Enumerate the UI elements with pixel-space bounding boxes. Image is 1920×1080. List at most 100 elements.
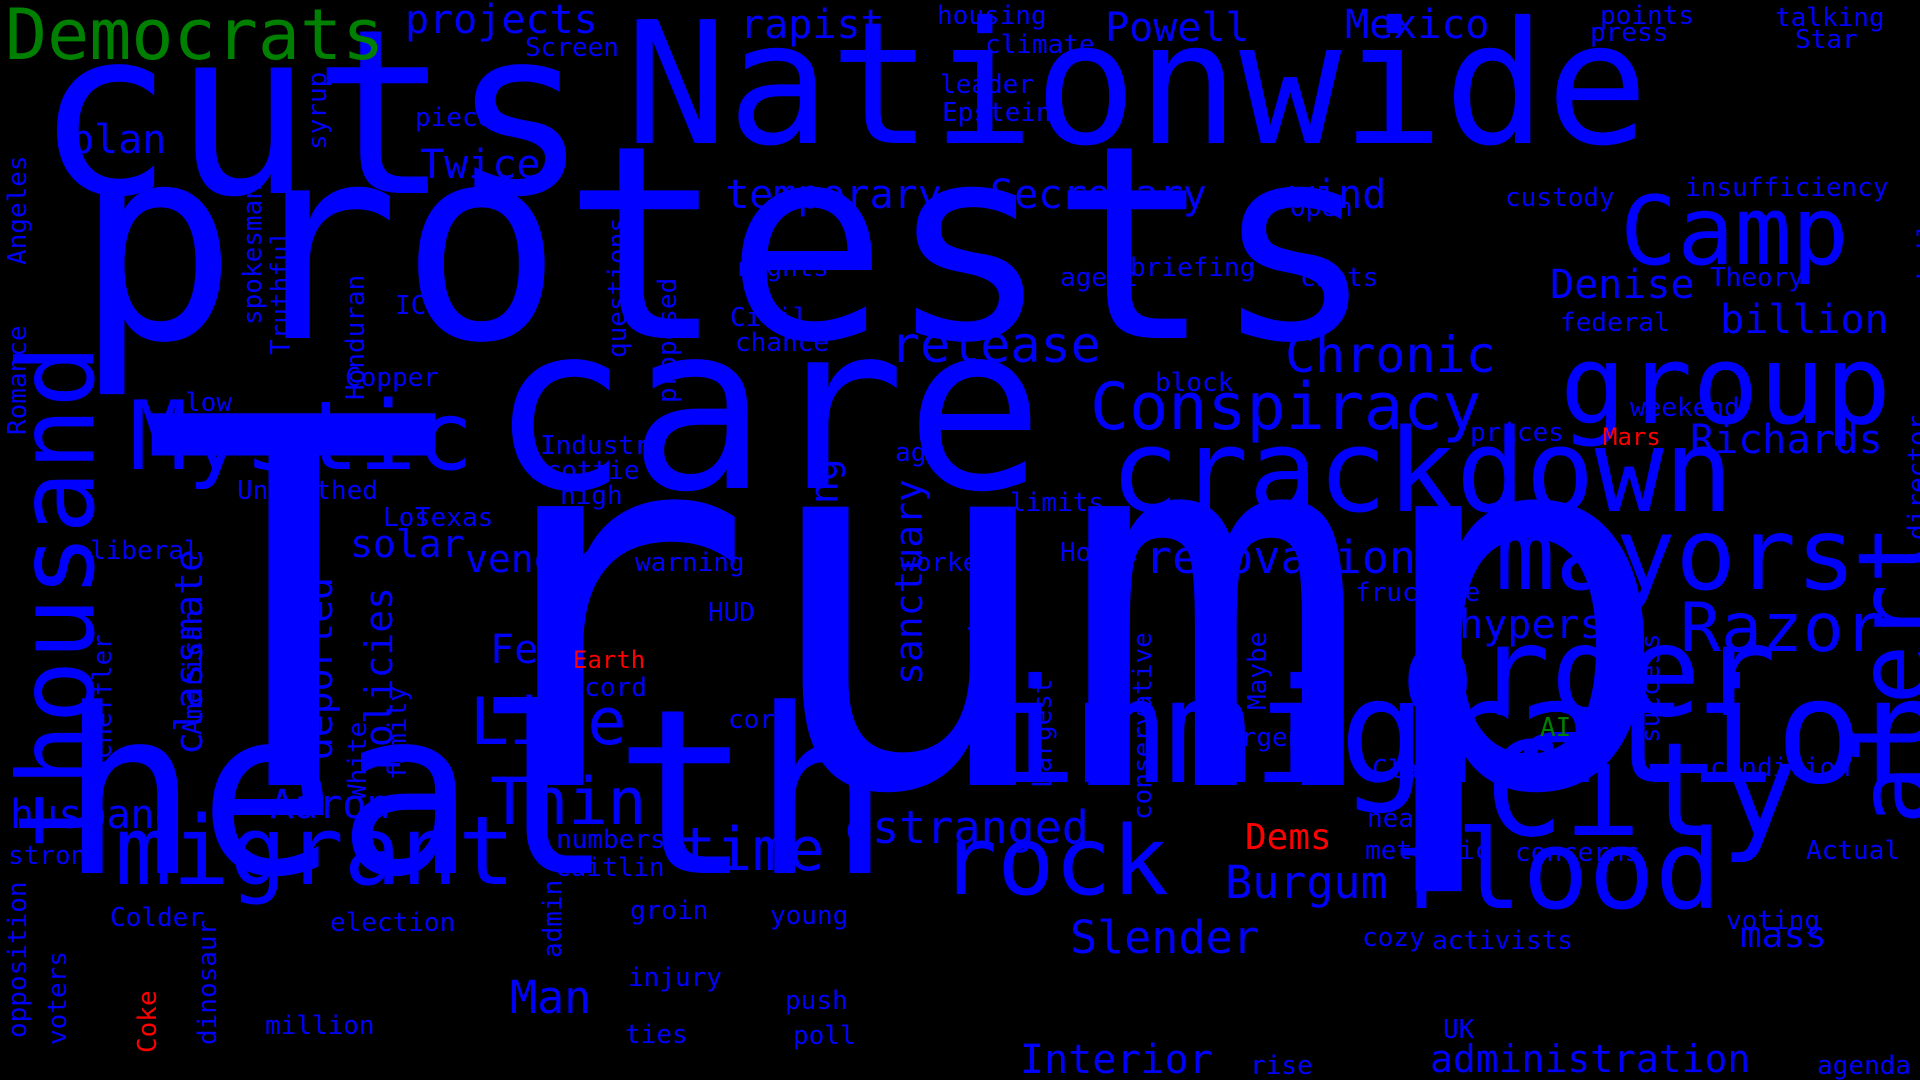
word-agent: agent	[1060, 263, 1139, 293]
word-record: record	[553, 673, 647, 703]
word-alert: alert	[1836, 523, 1920, 825]
word-nearly: nearly	[1367, 804, 1461, 834]
word-star: Star	[1795, 25, 1858, 55]
word-government: government	[963, 619, 993, 776]
word-texas: Texas	[415, 503, 494, 533]
word-wind: wind	[1290, 172, 1387, 218]
word-director: director	[1903, 414, 1920, 540]
word-climate: climate	[985, 30, 1095, 60]
word-camp: Camp	[1620, 177, 1849, 287]
word-activists: activists	[1432, 926, 1573, 956]
word-order: order	[1400, 600, 1777, 745]
word-earth: Earth	[573, 646, 646, 674]
word-honduran: Honduran	[341, 274, 371, 400]
word-burgum: Burgum	[1225, 856, 1388, 909]
word-success: success	[1636, 633, 1666, 743]
word-razor: Razor	[1680, 589, 1885, 668]
word-los: Los	[383, 503, 430, 533]
word-cozy: cozy	[1362, 923, 1425, 953]
word-sanctuary: sanctuary	[887, 479, 931, 685]
word-secretary: Secretary	[990, 172, 1207, 218]
word-powell: Powell	[1105, 5, 1250, 51]
word-scheffler: Scheffler	[88, 634, 118, 775]
word-rise: rise	[1250, 1051, 1313, 1080]
word-line: Line	[470, 685, 627, 760]
word-house: House	[1060, 538, 1139, 568]
word-strong: strong	[8, 841, 102, 871]
word-proposed: proposed	[653, 277, 683, 403]
word-housing: housing	[937, 1, 1047, 31]
word-rights: rights	[735, 253, 829, 283]
word-injury: injury	[628, 963, 722, 993]
word-prices: prices	[1470, 418, 1564, 448]
word-industry: Industry	[540, 431, 666, 461]
word-million: million	[265, 1011, 375, 1041]
word-screen: Screen	[525, 33, 619, 63]
word-syrup: syrup	[303, 71, 333, 150]
word-denise: Denise	[1550, 262, 1695, 308]
word-workers: workers	[900, 548, 1010, 578]
word-low: low	[185, 388, 232, 418]
word-venous: venous	[465, 537, 603, 581]
word-billion: billion	[1720, 297, 1889, 343]
word-weekend: weekend	[1630, 393, 1740, 423]
word-conspiracy: Conspiracy	[1090, 370, 1482, 445]
word-young: young	[770, 901, 849, 931]
word-chats: chats	[1300, 263, 1379, 293]
word-richards: Richards	[1690, 417, 1883, 463]
word-condition: condition	[1710, 753, 1851, 783]
word-insufficiency: insufficiency	[1685, 173, 1889, 203]
word-spokesman: spokesman	[238, 184, 268, 325]
word-renovation: renovation	[1145, 531, 1416, 584]
word-largest: Largest	[1028, 678, 1058, 788]
word-interior: Interior	[1020, 1037, 1213, 1080]
word-democrats: Democrats	[5, 0, 385, 76]
word-actual: Actual	[1806, 836, 1900, 866]
word-limits: limits	[1010, 488, 1104, 518]
word-chronic: Chronic	[1285, 326, 1496, 384]
word-administration: administration	[1430, 1037, 1751, 1080]
word-agenda: agenda	[1817, 1051, 1911, 1080]
word-jails: jails	[1913, 206, 1920, 285]
word-truthful: Truthful	[266, 229, 296, 355]
word-epstein: Epstein	[942, 98, 1052, 128]
word-family: family	[383, 686, 413, 780]
word-rock: rock	[940, 807, 1169, 917]
word-health: health	[60, 661, 891, 928]
word-coke: Coke	[133, 990, 163, 1053]
word-scottie: Scottie	[530, 456, 640, 486]
word-crackdown: crackdown	[1110, 405, 1734, 539]
word-romance: Romance	[3, 325, 33, 435]
word-opposition: opposition	[3, 881, 33, 1038]
word-meteoric: meteoric	[1365, 836, 1491, 866]
word-numbers: numbers	[556, 825, 666, 855]
word-care: care	[490, 276, 1044, 543]
word-voting: voting	[1726, 906, 1820, 936]
word-push: push	[785, 986, 848, 1016]
word-colder: Colder	[110, 903, 204, 933]
word-talking: talking	[1775, 3, 1885, 33]
word-husband: husband	[10, 792, 179, 838]
word-chance: chance	[735, 328, 829, 358]
word-ties: ties	[625, 1020, 688, 1050]
word-leader: leader	[940, 70, 1034, 100]
word-block: block	[1155, 368, 1234, 398]
word-caitlin: Caitlin	[555, 853, 665, 883]
word-time: time	[680, 815, 825, 885]
word-hud: HUD	[708, 598, 755, 628]
word-mayors: mayors	[1495, 496, 1857, 613]
word-copper: Copper	[345, 363, 439, 393]
word-white: White	[343, 721, 373, 800]
word-rapist: rapist	[740, 2, 885, 48]
word-group: group	[1560, 321, 1892, 449]
word-federal: federal	[1560, 308, 1670, 338]
word-theory: Theory	[1710, 263, 1804, 293]
word-fructose: fructose	[1355, 578, 1481, 608]
word-fed: Fed	[490, 627, 563, 673]
word-clark: Clark	[1372, 755, 1451, 785]
word-press: press	[1590, 18, 1669, 48]
word-unearthed: Unearthed	[237, 476, 378, 506]
word-ice: ICE	[395, 291, 442, 321]
word-admin: admin	[538, 879, 568, 958]
